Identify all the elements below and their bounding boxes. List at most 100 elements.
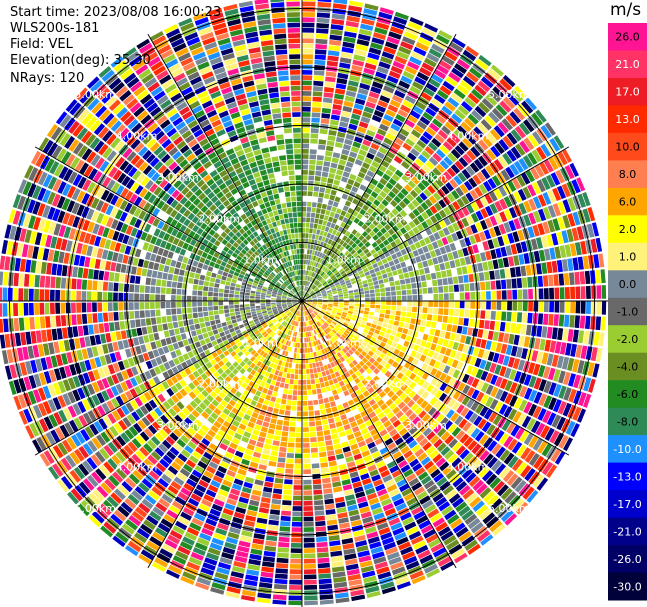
range-gate	[221, 322, 227, 327]
range-gate	[457, 343, 465, 352]
range-gate	[368, 124, 378, 133]
range-gate	[349, 173, 357, 181]
range-gate	[332, 218, 338, 224]
range-gate	[318, 578, 332, 585]
range-gate	[475, 338, 482, 348]
range-gate	[309, 290, 314, 294]
range-gate	[459, 309, 465, 317]
range-gate	[540, 143, 552, 157]
range-gate	[554, 341, 562, 354]
range-gate	[542, 275, 549, 287]
range-gate	[388, 128, 398, 137]
range-gate	[437, 427, 447, 438]
range-gate	[387, 271, 393, 278]
range-gate	[364, 62, 377, 71]
range-gate	[263, 550, 276, 557]
range-gate	[355, 98, 366, 106]
range-gate	[440, 346, 447, 355]
range-gate	[402, 197, 411, 206]
range-gate	[469, 235, 477, 245]
range-gate	[306, 302, 312, 305]
range-gate	[309, 223, 314, 229]
range-gate	[356, 39, 370, 47]
range-gate	[218, 309, 224, 315]
range-gate	[505, 344, 513, 356]
range-gate	[465, 492, 478, 504]
range-gate	[523, 137, 535, 151]
range-gate	[548, 314, 554, 326]
range-gate	[449, 260, 456, 269]
range-gate	[510, 424, 521, 437]
range-gate	[590, 316, 596, 330]
range-gate	[517, 359, 526, 371]
range-gate	[353, 261, 359, 267]
range-gate	[369, 289, 375, 294]
range-gate	[309, 426, 316, 432]
range-gate	[274, 429, 282, 436]
range-gate	[474, 186, 484, 197]
range-gate	[422, 427, 432, 437]
range-gate	[304, 600, 318, 606]
range-gate	[351, 113, 361, 121]
range-gate	[392, 60, 405, 70]
range-gate	[317, 552, 329, 558]
range-gate	[310, 437, 317, 443]
range-gate	[400, 346, 408, 353]
range-gate	[268, 460, 277, 467]
range-gate	[318, 246, 323, 252]
range-gate	[355, 176, 363, 184]
range-gate	[333, 0, 348, 5]
range-gate	[433, 293, 439, 300]
range-gate	[282, 494, 292, 501]
range-gate	[446, 269, 452, 277]
range-gate	[293, 495, 302, 501]
range-gate	[298, 385, 302, 390]
range-gate	[524, 450, 536, 463]
range-gate	[539, 161, 550, 175]
range-gate	[419, 437, 429, 447]
range-gate	[451, 232, 459, 242]
range-gate	[325, 71, 337, 78]
range-gate	[390, 286, 396, 291]
range-gate	[540, 425, 551, 439]
range-gate	[310, 292, 315, 296]
range-gate	[105, 332, 112, 343]
range-gate	[353, 309, 359, 313]
range-gate	[302, 227, 306, 233]
range-gate	[276, 419, 284, 426]
range-gate	[503, 96, 516, 110]
range-gate	[451, 426, 462, 437]
range-gate	[304, 569, 317, 575]
range-gate	[302, 343, 305, 348]
range-gate	[370, 259, 377, 265]
range-gate	[312, 302, 318, 304]
range-gate	[515, 501, 529, 515]
range-gate	[165, 337, 172, 345]
range-gate	[395, 389, 404, 397]
range-gate	[302, 395, 308, 401]
range-gate	[369, 230, 376, 238]
range-gate	[310, 307, 315, 311]
range-gate	[321, 259, 326, 265]
range-gate	[302, 185, 308, 191]
range-gate	[537, 440, 548, 454]
range-gate	[402, 328, 409, 335]
range-gate	[336, 323, 342, 329]
range-gate	[289, 426, 296, 432]
range-gate	[572, 406, 582, 421]
range-gate	[548, 397, 557, 411]
range-gate	[310, 379, 316, 385]
range-gate	[328, 302, 333, 304]
range-gate	[329, 167, 337, 174]
range-gate	[382, 173, 391, 182]
range-gate	[451, 67, 464, 79]
range-gate	[302, 379, 307, 385]
range-gate	[414, 172, 424, 181]
range-gate	[479, 487, 492, 499]
range-gate	[302, 117, 311, 123]
range-gate	[462, 153, 473, 164]
range-gate	[471, 263, 478, 273]
range-gate	[444, 261, 451, 270]
range-gate	[552, 399, 562, 413]
range-gate	[325, 509, 336, 515]
